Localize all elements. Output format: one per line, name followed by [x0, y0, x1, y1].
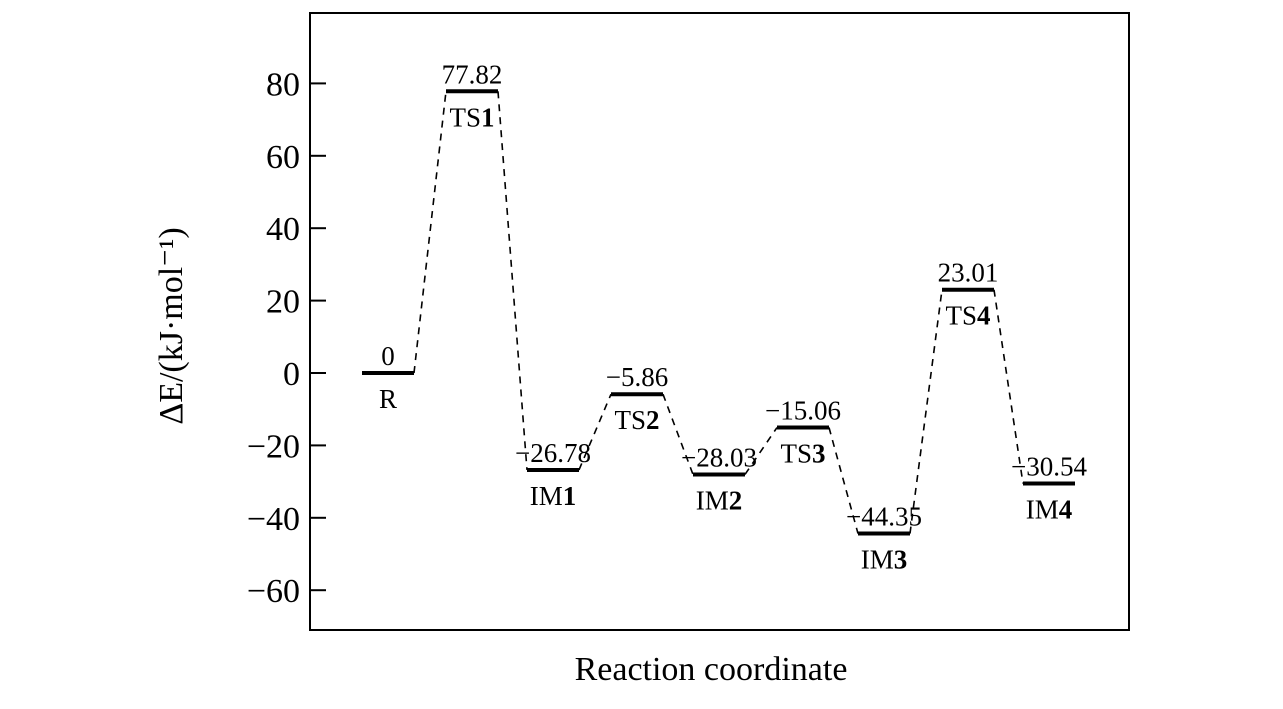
connector-lines: [413, 91, 1024, 534]
state-label: IM1: [530, 481, 577, 511]
connector-line: [909, 289, 943, 534]
state-label: IM3: [861, 545, 908, 575]
connector-line: [993, 289, 1024, 484]
connector-line: [744, 427, 778, 475]
state-label: TS4: [945, 301, 990, 331]
level-labels: 0 R 77.82 TS1 −26.78 IM1 −5.86 TS2 −28.03 IM2 −15.…: [379, 59, 1087, 574]
energy-value-label: −44.35: [846, 502, 922, 532]
energy-value-label: 0: [381, 341, 395, 371]
energy-value-label: −15.06: [765, 396, 841, 426]
state-label: TS1: [449, 102, 494, 132]
y-tick-label: 0: [283, 356, 300, 393]
connector-line: [828, 427, 859, 534]
energy-value-label: 77.82: [442, 59, 503, 89]
x-axis-title: Reaction coordinate: [575, 651, 848, 688]
energy-levels: [362, 89, 1075, 536]
y-tick-label: −40: [247, 501, 300, 538]
connector-line: [413, 91, 447, 374]
state-label: TS2: [614, 405, 659, 435]
state-label: TS3: [780, 439, 825, 469]
state-label: IM2: [696, 485, 743, 515]
plot-frame: [309, 12, 1130, 631]
y-axis-ticks: −60 −40 −20 0 20 40 60 80: [247, 66, 326, 610]
energy-value-label: −28.03: [681, 442, 757, 472]
y-tick-label: −20: [247, 428, 300, 465]
energy-value-label: −30.54: [1011, 452, 1087, 482]
y-tick-label: 80: [266, 66, 300, 103]
connector-line: [578, 393, 612, 471]
y-tick-label: 60: [266, 139, 300, 176]
connector-line: [662, 393, 694, 475]
connector-line: [497, 91, 528, 471]
y-tick-label: 20: [266, 284, 300, 321]
energy-value-label: −26.78: [515, 438, 591, 468]
energy-value-label: −5.86: [606, 362, 668, 392]
y-tick-label: 40: [266, 211, 300, 248]
state-label: R: [379, 384, 397, 414]
y-tick-label: −60: [247, 573, 300, 610]
y-axis-title: ΔE/(kJ·mol⁻¹): [153, 227, 190, 424]
energy-value-label: 23.01: [938, 258, 999, 288]
state-label: IM4: [1026, 495, 1073, 525]
